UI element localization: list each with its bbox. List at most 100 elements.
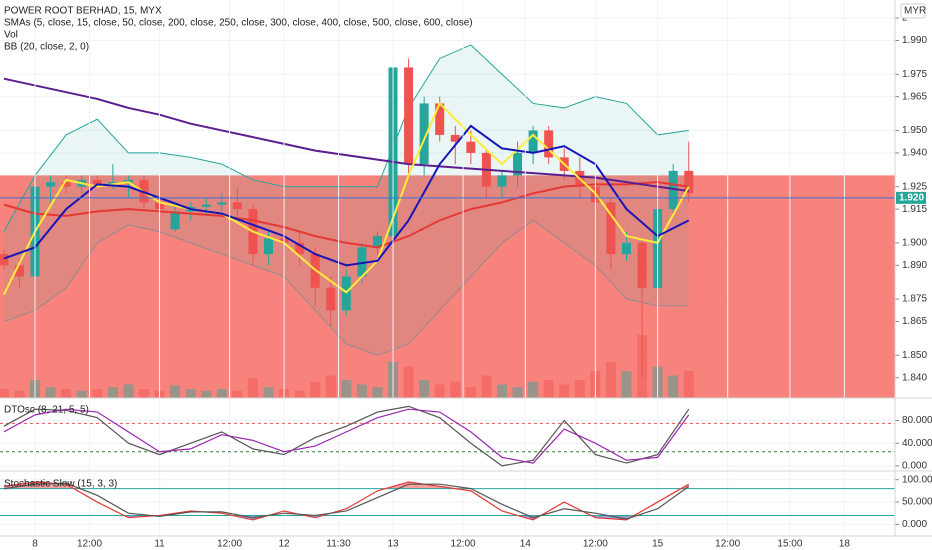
y-tick-label: 1.900 [902, 237, 927, 248]
volume-bar [528, 381, 539, 398]
x-tick-label: 12 [279, 539, 291, 550]
volume-bar [185, 389, 196, 398]
x-tick-label: 15:00 [777, 539, 802, 550]
candle-body [513, 152, 523, 176]
volume-bar [574, 380, 585, 398]
candle-body [123, 179, 133, 183]
candle-body [14, 265, 24, 277]
volume-bar [434, 384, 445, 398]
y-tick-label: 1.840 [902, 372, 927, 383]
candle-body [419, 103, 429, 165]
volume-bar [512, 387, 523, 398]
candle-body [622, 242, 631, 255]
candle-body [201, 204, 211, 207]
x-tick-label: 12:00 [715, 539, 740, 550]
candle-body [404, 67, 414, 165]
x-tick-label: 11:30 [326, 539, 351, 550]
indicator-line [3, 181, 689, 249]
panel [0, 479, 895, 525]
panel-title: DTOsc (8, 21, 5, 5) [4, 405, 89, 416]
volume-bar [138, 389, 149, 398]
candle-body [450, 134, 460, 142]
indicator-line [3, 408, 690, 464]
volume-bar [201, 390, 212, 398]
volume-bar [216, 389, 227, 398]
volume-bar [465, 387, 476, 398]
candle-body [357, 247, 367, 277]
x-tick-label: 12:00 [217, 539, 242, 550]
y-tick-label: 1.915 [902, 204, 927, 215]
x-tick-label: 12:00 [583, 539, 608, 550]
y-tick-label: 0.000 [902, 519, 927, 530]
candle-body [217, 202, 227, 205]
volume-bar [605, 362, 616, 398]
candle-body [295, 242, 305, 255]
y-tick-label: 1.865 [902, 316, 927, 327]
volume-bar [61, 389, 72, 398]
candle-body [61, 182, 71, 187]
volume-bar [668, 375, 679, 398]
currency-label: MYR [904, 6, 926, 17]
volume-bar [170, 385, 181, 398]
volume-bar [0, 389, 9, 398]
x-tick-label: 13 [387, 539, 399, 550]
volume-bar [559, 384, 570, 398]
indicator-line [3, 481, 690, 521]
volume-bar [543, 380, 554, 398]
volume-bar [683, 371, 694, 398]
candle-body [684, 170, 694, 194]
x-tick-label: 14 [520, 539, 532, 550]
volume-bar [123, 384, 134, 398]
volume-bar [372, 387, 383, 398]
volume-bar [45, 387, 56, 398]
candle-body [170, 211, 180, 230]
volume-bar [294, 390, 305, 398]
x-tick-label: 8 [32, 539, 38, 550]
indicator-line [3, 124, 690, 267]
volume-bar [263, 387, 274, 398]
y-tick-label: 0.000 [902, 461, 927, 472]
y-tick-label: 1.875 [902, 294, 927, 305]
band-lower [3, 219, 689, 356]
candle-body [0, 254, 9, 266]
volume-bar [247, 378, 258, 398]
candle-body [497, 175, 507, 187]
band-fill [3, 44, 689, 356]
volume-bar [403, 366, 414, 398]
volume-bar [419, 380, 430, 398]
volume-bar [621, 371, 632, 398]
y-tick-label: 1.925 [902, 181, 927, 192]
y-tick-label: 1.965 [902, 91, 927, 102]
last-price-label: 1.920 [899, 193, 924, 204]
candle-body [326, 287, 336, 311]
volume-bar [496, 384, 507, 398]
indicator-label: BB (20, close, 2, 0) [4, 42, 89, 53]
currency-box [900, 3, 926, 19]
candle-body [466, 141, 476, 153]
y-tick-label: 1.940 [902, 148, 927, 159]
volume-bar [232, 390, 243, 398]
x-tick-label: 12:00 [77, 539, 102, 550]
panel [0, 405, 895, 467]
panel-title: Stochastic Slow (15, 3, 3) [4, 479, 117, 490]
x-tick-label: 15 [652, 539, 664, 550]
indicator-line [2, 101, 690, 296]
x-tick-label: 18 [839, 539, 851, 550]
volume-bar [76, 390, 87, 398]
volume-bar [310, 381, 321, 398]
y-tick-label: 40.000 [902, 438, 932, 449]
candle-body [232, 202, 242, 210]
candle-body [372, 236, 382, 248]
volume-bar [341, 380, 352, 398]
volume-bar [14, 390, 25, 398]
volume-bar [92, 389, 103, 398]
candle-body [435, 103, 445, 135]
candle-body [544, 130, 554, 158]
volume-bar [107, 387, 118, 398]
y-tick-label: 100.000 [902, 474, 932, 485]
band-upper [3, 44, 689, 232]
indicator-label: SMAs (5, close, 15, close, 50, close, 20… [4, 18, 473, 29]
candle-body [668, 170, 678, 210]
indicator-line [3, 482, 690, 520]
